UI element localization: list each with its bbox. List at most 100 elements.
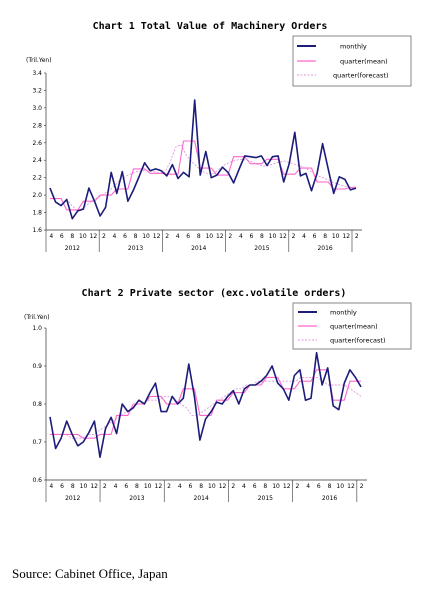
chart-2-x-year-label: 2013 [129, 495, 144, 502]
chart-2-x-month-label: 4 [114, 483, 118, 490]
chart-2-x-month-label: 12 [219, 483, 227, 490]
chart-1-x-month-label: 4 [302, 233, 306, 240]
chart-1-series-monthly-line [49, 99, 357, 220]
chart-2-legend: monthly quarter(mean) quarter(forecast) [292, 302, 412, 350]
chart-1-x-month-label: 4 [113, 233, 117, 240]
chart-1-title: Chart 1 Total Value of Machinery Orders [93, 20, 328, 32]
chart-2-x-month-label: 8 [135, 483, 139, 490]
chart-2-x-month-label: 10 [208, 483, 216, 490]
chart-1-machinery-orders: Chart 1 Total Value of Machinery Orders … [10, 10, 414, 262]
chart-2-x-month-label: 12 [347, 483, 355, 490]
chart-1-x-month-label: 2 [355, 233, 359, 240]
chart-2-legend-monthly: monthly [330, 309, 357, 317]
chart-1-series-quarter-forecast-line [66, 144, 357, 212]
chart-2-x-month-label: 4 [49, 483, 53, 490]
chart-1-y-ticks: 1.6 1.8 2.0 2.2 2.4 2.6 2.8 3.0 3.2 3.4 [32, 70, 46, 234]
chart-2-x-month-label: 6 [253, 483, 257, 490]
chart-1-x-month-label: 10 [332, 233, 340, 240]
chart-2-series-monthly-line [49, 351, 362, 458]
chart-1-x-month-label: 10 [205, 233, 213, 240]
chart-2-x-month-label: 6 [189, 483, 193, 490]
chart-1-x-month-label: 10 [269, 233, 277, 240]
chart-2-y-tick-label: 1.0 [32, 325, 42, 332]
chart-1-y-tick-label: 2.6 [32, 140, 42, 147]
chart-1-x-month-label: 6 [249, 233, 253, 240]
chart-1-x-month-label: 6 [60, 233, 64, 240]
chart-2-x-month-label: 2 [167, 483, 171, 490]
chart-1-y-tick-label: 2.0 [32, 192, 42, 199]
chart-1-x-month-label: 10 [79, 233, 87, 240]
chart-2-x-month-label: 10 [336, 483, 344, 490]
chart-2-y-tick-label: 0.6 [32, 477, 42, 484]
chart-2-title: Chart 2 Private sector (exc.volatile ord… [82, 287, 347, 299]
chart-2-x-month-label: 8 [263, 483, 267, 490]
chart-2-x-month-label: 2 [360, 483, 364, 490]
chart-1-series [49, 99, 357, 220]
chart-2-y-unit: (Tril.Yen) [24, 314, 50, 321]
chart-2-x-month-label: 2 [103, 483, 107, 490]
chart-1-x-month-label: 8 [260, 233, 264, 240]
chart-1-y-tick-label: 2.8 [32, 122, 42, 129]
chart-1-x-month-label: 12 [342, 233, 350, 240]
chart-1-x-month-label: 8 [70, 233, 74, 240]
chart-2-x-month-label: 12 [155, 483, 163, 490]
chart-2-x-month-label: 2 [296, 483, 300, 490]
chart-2-x-month-label: 2 [231, 483, 235, 490]
chart-2-x-year-label: 2014 [194, 495, 209, 502]
chart-2-x-month-label: 8 [328, 483, 332, 490]
chart-1-x-ticks: 4 6 8 10 12 2 4 6 8 10 12 2 4 6 8 10 12 2 4 6 8 10 12 2 4 6 8 10 12 2… [45, 230, 359, 252]
chart-2-series-quarter-mean-line [50, 369, 361, 439]
chart-2-x-month-label: 4 [242, 483, 246, 490]
chart-1-x-month-label: 12 [153, 233, 161, 240]
chart-1-x-month-label: 12 [216, 233, 224, 240]
chart-1-x-month-label: 12 [279, 233, 287, 240]
chart-2-x-month-label: 12 [90, 483, 98, 490]
chart-2-x-month-label: 10 [144, 483, 152, 490]
chart-1-x-month-label: 2 [102, 233, 106, 240]
chart-2-y-tick-label: 0.7 [32, 439, 42, 446]
chart-2-y-tick-label: 0.8 [32, 401, 42, 408]
chart-1-x-month-label: 8 [134, 233, 138, 240]
chart-2-x-month-label: 6 [60, 483, 64, 490]
chart-1-y-tick-label: 2.2 [32, 175, 42, 182]
chart-1-x-month-label: 6 [123, 233, 127, 240]
chart-1-y-tick-label: 3.0 [32, 105, 42, 112]
chart-2-x-year-label: 2016 [322, 495, 337, 502]
chart-2-x-month-label: 10 [272, 483, 280, 490]
chart-1-x-year-label: 2015 [254, 245, 269, 252]
chart-2-x-month-label: 10 [80, 483, 88, 490]
chart-1-x-month-label: 10 [142, 233, 150, 240]
chart-1-x-year-label: 2012 [65, 245, 80, 252]
chart-1-x-month-label: 6 [313, 233, 317, 240]
chart-2-legend-quarter-mean: quarter(mean) [330, 323, 378, 331]
chart-2-legend-quarter-forecast: quarter(forecast) [330, 337, 385, 345]
chart-2-series [49, 351, 362, 458]
chart-1-x-year-label: 2016 [317, 245, 332, 252]
chart-2-x-month-label: 6 [124, 483, 128, 490]
chart-1-x-month-label: 4 [239, 233, 243, 240]
chart-2-x-year-label: 2012 [65, 495, 80, 502]
chart-1-x-month-label: 2 [292, 233, 296, 240]
chart-1-x-month-label: 6 [186, 233, 190, 240]
chart-1-x-month-label: 2 [228, 233, 232, 240]
chart-2-y-tick-label: 0.9 [32, 363, 42, 370]
chart-1-y-tick-label: 2.4 [32, 157, 42, 164]
chart-2-x-month-label: 12 [283, 483, 291, 490]
chart-1-legend-monthly: monthly [340, 43, 367, 51]
chart-1-x-month-label: 2 [165, 233, 169, 240]
chart-1-legend: monthly quarter(mean) quarter(forecast) [292, 35, 412, 87]
chart-1-x-month-label: 8 [197, 233, 201, 240]
chart-1-x-month-label: 4 [176, 233, 180, 240]
chart-2-x-year-label: 2015 [258, 495, 273, 502]
chart-2-x-month-label: 8 [71, 483, 75, 490]
chart-2-x-month-label: 8 [199, 483, 203, 490]
chart-1-series-quarter-mean-line [50, 140, 356, 211]
chart-2-x-ticks: 4 6 8 10 12 2 4 6 8 10 12 2 4 6 8 10 12 2 4 6 8 10 12 2 4 6 8 10 12 2… [45, 480, 364, 502]
chart-1-y-tick-label: 3.4 [32, 70, 42, 77]
chart-1-y-unit: (Tril.Yen) [26, 57, 52, 64]
chart-1-legend-quarter-mean: quarter(mean) [340, 58, 388, 66]
chart-2-x-month-label: 4 [306, 483, 310, 490]
chart-1-y-tick-label: 1.8 [32, 210, 42, 217]
chart-1-x-month-label: 8 [323, 233, 327, 240]
